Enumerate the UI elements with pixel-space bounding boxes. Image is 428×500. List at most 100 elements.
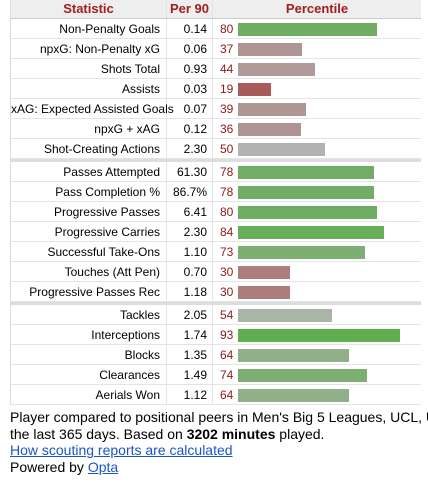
percentile-bar — [238, 266, 291, 279]
stat-name: Touches (Att Pen) — [11, 262, 167, 281]
percentile-cell: 50 — [213, 139, 421, 158]
stat-name: Successful Take-Ons — [11, 242, 167, 261]
percentile-bar — [238, 63, 315, 76]
percentile-label: 19 — [220, 82, 234, 96]
percentile-label: 44 — [220, 62, 234, 76]
percentile-label: 39 — [220, 102, 234, 116]
percentile-cell: 30 — [213, 262, 421, 281]
stat-name: Progressive Passes — [11, 202, 167, 221]
per90-value: 0.12 — [167, 119, 213, 138]
percentile-label: 36 — [220, 122, 234, 136]
header-cell: Percentile — [285, 1, 349, 16]
percentile-bar — [238, 43, 303, 56]
percentile-label: 93 — [220, 328, 234, 342]
percentile-bar — [238, 286, 291, 299]
stat-row: Interceptions 1.74 93 — [11, 325, 421, 345]
stat-row: Aerials Won 1.12 64 — [11, 385, 421, 405]
group-separator — [11, 302, 421, 305]
stat-row: Progressive Passes Rec 1.18 30 — [11, 282, 421, 302]
per90-value: 1.74 — [167, 325, 213, 344]
stat-row: Blocks 1.35 64 — [11, 345, 421, 365]
percentile-label: 30 — [220, 285, 234, 299]
percentile-bar — [238, 349, 350, 362]
stat-name: Aerials Won — [11, 385, 167, 404]
footer: Player compared to positional peers in M… — [10, 409, 428, 475]
percentile-cell: 73 — [213, 242, 421, 261]
percentile-label: 73 — [220, 245, 234, 259]
percentile-bar — [238, 369, 367, 382]
scouting-link[interactable]: How scouting reports are calculated — [10, 442, 233, 458]
per90-value: 0.03 — [167, 79, 213, 98]
percentile-cell: 78 — [213, 182, 421, 201]
per90-value: 2.05 — [167, 305, 213, 324]
percentile-cell: 54 — [213, 305, 421, 324]
stat-name: npxG + xAG — [11, 119, 167, 138]
percentile-bar — [238, 389, 350, 402]
percentile-bar — [238, 206, 378, 219]
percentile-bar — [238, 23, 378, 36]
stat-name: Non-Penalty Goals — [11, 19, 167, 38]
stat-name: Shots Total — [11, 59, 167, 78]
stat-name: Progressive Passes Rec — [11, 282, 167, 301]
per90-value: 6.41 — [167, 202, 213, 221]
per90-value: 0.07 — [167, 99, 213, 118]
stat-row: Shot-Creating Actions 2.30 50 — [11, 139, 421, 159]
percentile-bar — [238, 83, 272, 96]
link-line: How scouting reports are calculated — [10, 442, 428, 459]
stat-name: Shot-Creating Actions — [11, 139, 167, 158]
percentile-cell: 44 — [213, 59, 421, 78]
percentile-cell: 39 — [213, 99, 421, 118]
note-text: played. — [279, 425, 325, 442]
percentile-cell: 93 — [213, 325, 421, 344]
percentile-label: 80 — [220, 22, 234, 36]
stat-row: xAG: Expected Assisted Goals 0.07 39 — [11, 99, 421, 119]
stat-name: Progressive Carries — [11, 222, 167, 241]
header-cell: Statistic — [11, 0, 167, 18]
stat-name: xAG: Expected Assisted Goals — [11, 99, 174, 118]
percentile-cell: 84 — [213, 222, 421, 241]
note-line: the last 365 days. Based on 3202 minutes… — [10, 426, 428, 443]
percentile-bar — [238, 123, 301, 136]
per90-value: 0.14 — [167, 19, 213, 38]
stat-name: npxG: Non-Penalty xG — [11, 39, 167, 58]
stat-row: Assists 0.03 19 — [11, 79, 421, 99]
per90-value: 1.18 — [167, 282, 213, 301]
powered-text: Powered by — [10, 458, 84, 475]
stat-name: Interceptions — [11, 325, 167, 344]
percentile-cell: 64 — [213, 345, 421, 364]
header-cell: Per 90 — [167, 0, 213, 18]
stat-row: Non-Penalty Goals 0.14 80 — [11, 19, 421, 39]
percentile-bar — [238, 329, 400, 342]
stat-row: Progressive Passes 6.41 80 — [11, 202, 421, 222]
percentile-bar — [238, 246, 366, 259]
per90-value: 1.10 — [167, 242, 213, 261]
opta-link[interactable]: Opta — [87, 458, 119, 475]
percentile-bar — [238, 143, 325, 156]
stat-row: Clearances 1.49 74 — [11, 365, 421, 385]
stat-name: Passes Attempted — [11, 162, 167, 181]
stat-row: Shots Total 0.93 44 — [11, 59, 421, 79]
percentile-cell: 30 — [213, 282, 421, 301]
percentile-bar — [238, 103, 306, 116]
stat-row: Tackles 2.05 54 — [11, 305, 421, 325]
stat-name: Pass Completion % — [11, 182, 167, 201]
header-row: Statistic Per 90 Percentile — [11, 0, 421, 19]
percentile-label: 64 — [220, 388, 234, 402]
powered-line: Powered by Opta — [10, 459, 428, 476]
percentile-cell: 64 — [213, 385, 421, 404]
note-line: Player compared to positional peers in M… — [10, 409, 428, 425]
percentile-cell: 78 — [213, 162, 421, 181]
scouting-table: Statistic Per 90 Percentile Non-Penalty … — [10, 0, 421, 405]
percentile-label: 78 — [220, 185, 234, 199]
stat-row: Successful Take-Ons 1.10 73 — [11, 242, 421, 262]
stat-row: Progressive Carries 2.30 84 — [11, 222, 421, 242]
percentile-label: 50 — [220, 142, 234, 156]
per90-value: 86.7% — [167, 182, 213, 201]
stat-row: Touches (Att Pen) 0.70 30 — [11, 262, 421, 282]
percentile-bar — [238, 166, 374, 179]
per90-value: 1.35 — [167, 345, 213, 364]
per90-value: 2.30 — [167, 139, 213, 158]
stat-row: Pass Completion % 86.7% 78 — [11, 182, 421, 202]
percentile-cell: 36 — [213, 119, 421, 138]
